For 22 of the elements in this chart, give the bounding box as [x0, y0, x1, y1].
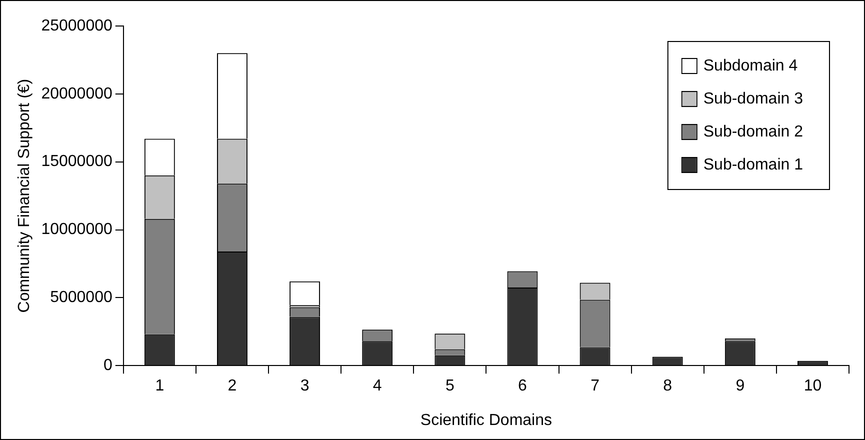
legend-label: Sub-domain 2 [703, 123, 804, 140]
y-tick-label: 25000000 [41, 17, 112, 34]
y-tick-label: 0 [103, 357, 112, 374]
y-tick-label: 10000000 [41, 221, 112, 238]
legend-label: Sub-domain 3 [703, 90, 804, 108]
x-tick-label: 8 [663, 378, 672, 395]
x-tick-label: 5 [445, 378, 454, 395]
x-tick-label: 2 [228, 378, 237, 395]
x-tick-label: 10 [804, 378, 822, 395]
x-tick-label: 7 [590, 378, 600, 395]
x-axis-title: Scientific Domains [420, 412, 552, 429]
x-tick-label: 9 [736, 378, 745, 395]
x-tick-label: 6 [518, 378, 528, 395]
legend-label: Sub-domain 1 [703, 156, 804, 174]
y-tick-label: 20000000 [41, 85, 112, 102]
y-tick-label: 15000000 [41, 153, 112, 170]
x-tick-label: 4 [372, 378, 382, 395]
legend-label: Subdomain 4 [703, 57, 798, 74]
x-tick-label: 1 [155, 378, 164, 395]
y-axis-title: Community Financial Support (€) [16, 78, 34, 313]
x-tick-label: 3 [300, 378, 310, 395]
y-tick-label: 5000000 [50, 289, 112, 306]
